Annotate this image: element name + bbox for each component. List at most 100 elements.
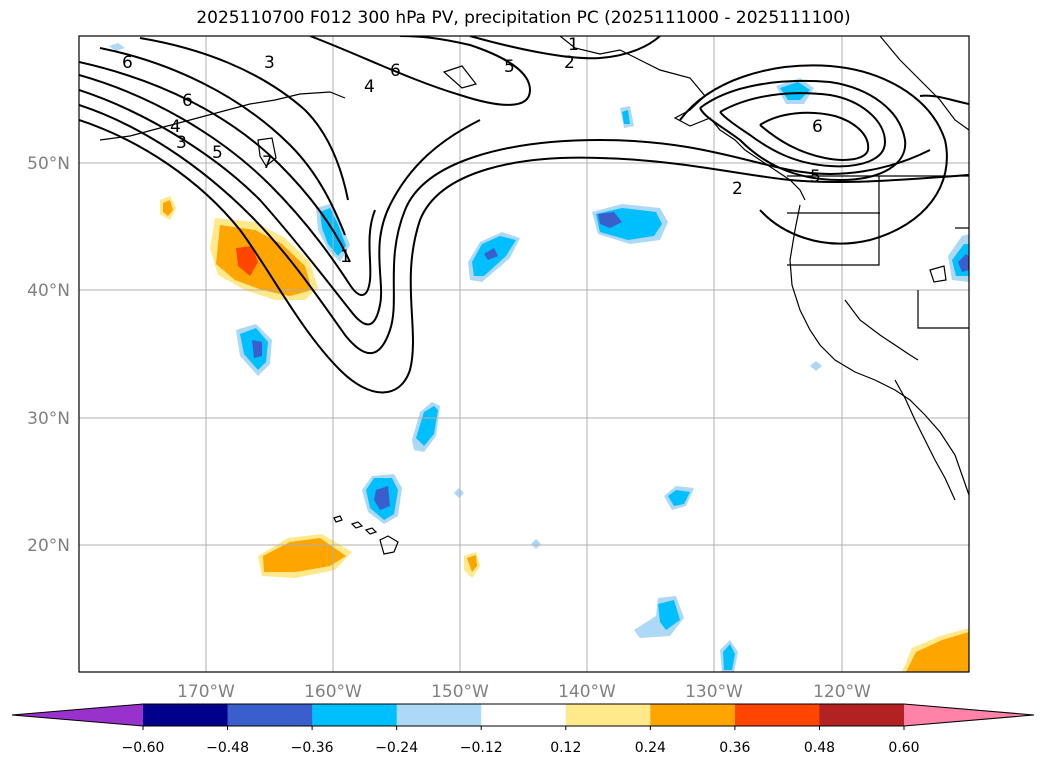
pv-contour xyxy=(139,37,349,201)
contour-label: 6 xyxy=(812,117,823,137)
contour-label: 1 xyxy=(568,35,579,55)
pv-contour xyxy=(759,111,870,161)
baja-coast xyxy=(894,379,956,501)
precip-negative-strong xyxy=(374,486,390,510)
coastlines xyxy=(99,36,969,555)
precip-negative-region xyxy=(531,539,541,549)
colorbar-extension-high xyxy=(904,704,1034,726)
colorbar-tick-label: 0.60 xyxy=(888,740,919,756)
pv-contour xyxy=(919,94,969,105)
contour-label: 6 xyxy=(122,53,133,73)
pv-contour xyxy=(719,92,887,168)
colorbar-bin xyxy=(734,704,820,726)
precip-positive-region xyxy=(263,538,346,572)
bc-coast xyxy=(879,36,969,131)
lon-label: 120°W xyxy=(813,682,871,702)
contour-label: 1 xyxy=(340,247,351,267)
lon-label: 140°W xyxy=(558,682,616,702)
contour-label: 5 xyxy=(810,167,821,187)
pv-contour xyxy=(99,47,346,236)
latitude-labels: 50°N 40°N 30°N 20°N xyxy=(27,154,70,556)
colorbar-tick-label: −0.36 xyxy=(291,740,334,756)
colorbar-tick-label: 0.36 xyxy=(719,740,750,756)
hawaii-island xyxy=(350,521,364,529)
map-frame xyxy=(78,35,970,673)
colorbar-tick-label: 0.48 xyxy=(804,740,835,756)
precip-negative-region xyxy=(109,43,125,51)
pv-contours xyxy=(79,36,969,394)
hawaii-island xyxy=(333,515,343,523)
precip-negative-strong xyxy=(598,212,622,228)
precip-positive-strong xyxy=(236,246,258,276)
island xyxy=(929,265,947,283)
contour-label: 2 xyxy=(564,53,575,73)
precip-positive-region xyxy=(216,225,312,296)
precip-negative-strong xyxy=(958,254,969,272)
hawaii-island xyxy=(364,527,378,535)
precip-negative-region xyxy=(723,644,735,670)
island xyxy=(257,137,277,167)
precip-positive-region xyxy=(906,632,969,672)
aleutian-chain xyxy=(99,91,346,141)
contour-label: 2 xyxy=(732,179,743,199)
pv-contour xyxy=(309,36,532,106)
colorbar-bin xyxy=(819,704,905,726)
lat-label: 50°N xyxy=(27,154,70,174)
contour-label: 3 xyxy=(176,133,187,153)
map-background xyxy=(79,36,969,672)
contour-labels: 6 3 4 5 1 2 6 4 3 5 6 7 2 6 5 1 xyxy=(122,35,823,267)
pv-contour xyxy=(79,61,351,263)
precip-negative-region xyxy=(416,406,438,446)
colorbar-tick-label: −0.60 xyxy=(122,740,165,756)
pv-contour xyxy=(79,104,931,355)
colorbar: −0.60 −0.48 −0.36 −0.24 −0.12 0.12 0.24 0.36 0.4… xyxy=(11,703,1035,756)
state-border xyxy=(787,176,880,266)
colorbar-tick-label: 0.12 xyxy=(550,740,581,756)
pv-contour xyxy=(699,79,907,182)
lon-label: 150°W xyxy=(431,682,489,702)
colorbar-tick-label: −0.24 xyxy=(375,740,418,756)
hawaii-island xyxy=(379,535,399,555)
precip-positive-region xyxy=(163,200,173,216)
lon-label: 130°W xyxy=(685,682,743,702)
colorbar-extension-low xyxy=(12,704,143,726)
contour-label: 6 xyxy=(182,91,193,111)
colorbar-bin xyxy=(396,704,482,726)
precip-negative-strong xyxy=(252,340,262,358)
alaska-coast xyxy=(559,36,806,201)
precip-negative-region xyxy=(658,600,680,630)
island xyxy=(442,65,478,89)
lat-label: 30°N xyxy=(27,409,70,429)
precip-negative-region xyxy=(454,488,464,498)
contour-label: 7 xyxy=(262,153,273,173)
colorbar-tick-label: −0.48 xyxy=(206,740,249,756)
colorbar-bin xyxy=(312,704,398,726)
colorbar-bin xyxy=(227,704,313,726)
lat-label: 40°N xyxy=(27,281,70,301)
colorbar-tick-label: −0.12 xyxy=(460,740,503,756)
precip-negative-strong xyxy=(484,248,498,260)
precip-negative-region xyxy=(810,361,822,371)
precip-negative-region xyxy=(780,82,810,100)
us-west-coast xyxy=(789,204,969,496)
pv-contour xyxy=(79,119,969,394)
precip-negative-region xyxy=(622,110,630,124)
contour-label: 5 xyxy=(504,57,515,77)
pv-contour xyxy=(469,36,661,60)
lat-label: 20°N xyxy=(27,536,70,556)
pv-contour xyxy=(679,64,948,245)
contour-label: 4 xyxy=(364,77,375,97)
contour-label: 6 xyxy=(390,61,401,81)
colorbar-bin xyxy=(481,704,567,726)
longitude-labels: 170°W 160°W 150°W 140°W 130°W 120°W xyxy=(177,682,871,702)
contour-label: 4 xyxy=(170,117,181,137)
contour-label: 5 xyxy=(212,143,223,163)
state-border xyxy=(844,299,919,361)
colorbar-bin xyxy=(565,704,651,726)
precip-positive-region xyxy=(467,555,477,572)
state-border xyxy=(917,290,969,329)
colorbar-tick-label: 0.24 xyxy=(635,740,666,756)
pv-contour xyxy=(79,89,481,326)
gridlines xyxy=(79,36,969,672)
